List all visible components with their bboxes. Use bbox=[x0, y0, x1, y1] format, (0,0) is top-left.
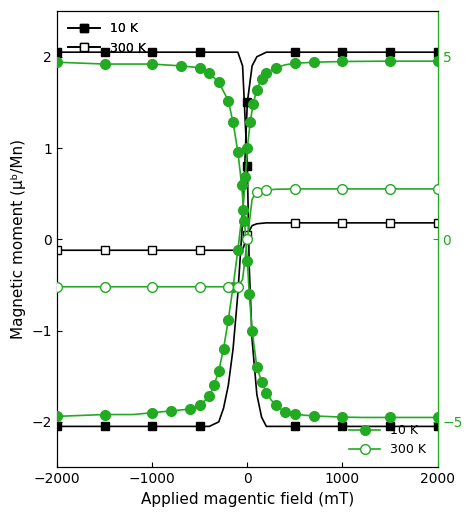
Legend: 10 K, 300 K: 10 K, 300 K bbox=[344, 419, 431, 461]
Y-axis label: Magnetic moment (μᵇ/Mn): Magnetic moment (μᵇ/Mn) bbox=[11, 139, 26, 339]
X-axis label: Applied magentic field (mT): Applied magentic field (mT) bbox=[141, 492, 354, 507]
Legend: 10 K, 300 K: 10 K, 300 K bbox=[63, 18, 151, 60]
